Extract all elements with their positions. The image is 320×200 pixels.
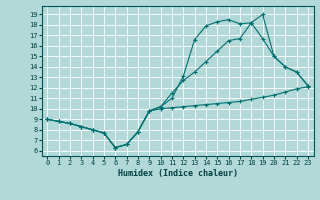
X-axis label: Humidex (Indice chaleur): Humidex (Indice chaleur)	[118, 169, 237, 178]
